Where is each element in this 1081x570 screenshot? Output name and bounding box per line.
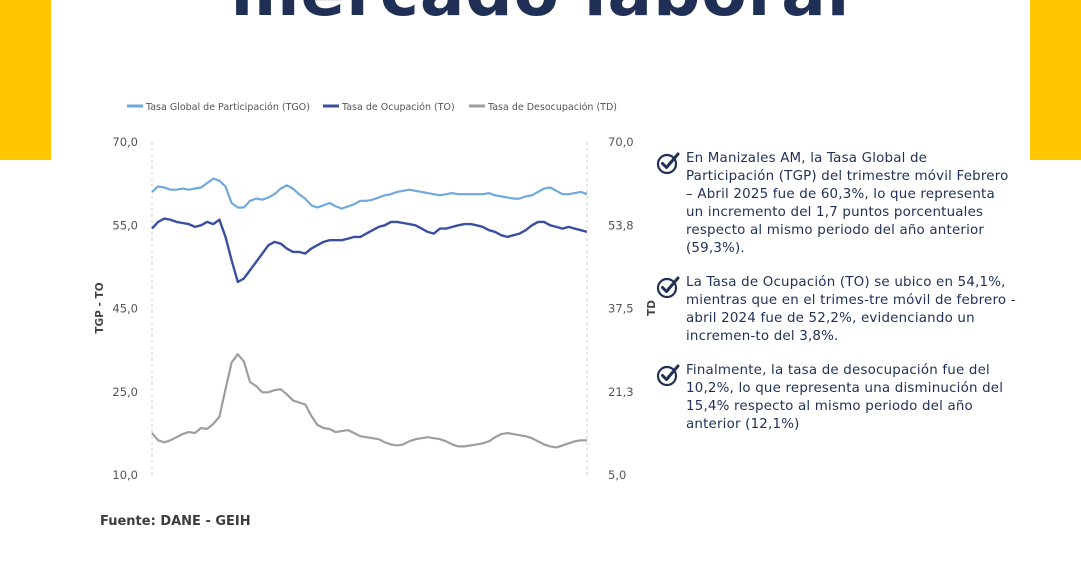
left-tick-label: 70,0 bbox=[112, 135, 138, 149]
finding-text: La Tasa de Ocupación (TO) se ubico en 54… bbox=[686, 275, 1016, 344]
check-circle-icon bbox=[656, 364, 680, 387]
labor-market-chart: Tasa Global de Participación (TGO) Tasa … bbox=[94, 102, 655, 482]
chart-legend: Tasa Global de Participación (TGO) Tasa … bbox=[127, 102, 617, 113]
key-findings: En Manizales AM, la Tasa Global de Parti… bbox=[656, 150, 1016, 450]
finding-text: En Manizales AM, la Tasa Global de Parti… bbox=[686, 151, 1009, 256]
legend-label-td: Tasa de Desocupación (TD) bbox=[487, 102, 617, 113]
right-tick-label: 21,3 bbox=[608, 385, 634, 399]
left-tick-label: 45,0 bbox=[112, 302, 138, 316]
right-tick-label: 5,0 bbox=[608, 468, 626, 482]
series-line-tgp bbox=[151, 177, 588, 210]
right-axis-ticks: 70,0 53,8 37,5 21,3 5,0 bbox=[608, 135, 634, 482]
finding-item: Finalmente, la tasa de desocupación fue … bbox=[656, 362, 1016, 434]
finding-item: La Tasa de Ocupación (TO) se ubico en 54… bbox=[656, 274, 1016, 346]
right-tick-label: 37,5 bbox=[608, 302, 634, 316]
check-circle-icon bbox=[656, 276, 680, 299]
legend-label-tgp: Tasa Global de Participación (TGO) bbox=[145, 102, 310, 113]
series-line-to bbox=[151, 217, 588, 284]
check-circle-icon bbox=[656, 152, 680, 175]
left-axis-label: TGP - TO bbox=[94, 282, 106, 333]
finding-text: Finalmente, la tasa de desocupación fue … bbox=[686, 363, 1004, 432]
right-tick-label: 53,8 bbox=[608, 218, 634, 232]
finding-item: En Manizales AM, la Tasa Global de Parti… bbox=[656, 150, 1016, 258]
right-axis-label: TD bbox=[646, 300, 655, 316]
series-line-td bbox=[151, 353, 587, 449]
right-tick-label: 70,0 bbox=[608, 135, 634, 149]
left-accent-bar bbox=[0, 0, 51, 160]
source-note: Fuente: DANE - GEIH bbox=[100, 514, 251, 529]
left-axis-ticks: 70,0 55,0 45,0 25,0 10,0 bbox=[112, 135, 138, 482]
right-accent-bar bbox=[1030, 0, 1081, 160]
left-tick-label: 10,0 bbox=[112, 468, 138, 482]
legend-label-to: Tasa de Ocupación (TO) bbox=[341, 102, 455, 113]
left-tick-label: 25,0 bbox=[112, 385, 138, 399]
left-tick-label: 55,0 bbox=[112, 218, 138, 232]
headline: mercado laboral bbox=[0, 0, 1081, 31]
